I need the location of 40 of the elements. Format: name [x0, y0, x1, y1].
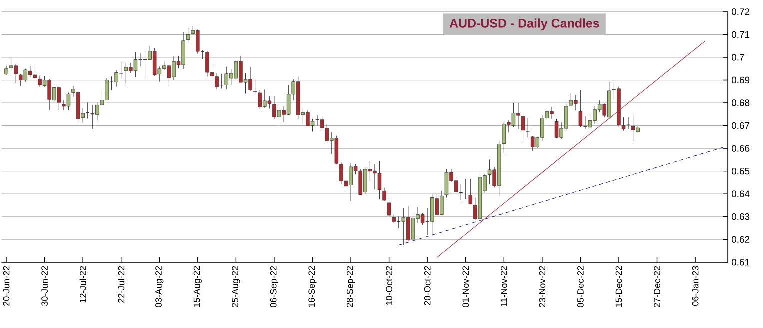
x-tick-label: 20-Jun-22: [3, 266, 10, 306]
y-tick-label: 0.72: [732, 8, 750, 16]
x-tick-label: 23-Nov-22: [539, 266, 546, 308]
x-tick-label: 22-Jul-22: [118, 266, 125, 303]
y-tick-label: 0.65: [732, 168, 750, 175]
x-tick-label: 27-Dec-22: [654, 266, 660, 308]
candlestick: [4, 66, 8, 76]
y-tick-label: 0.61: [732, 258, 750, 266]
candlestick: [521, 114, 526, 140]
x-tick-label: 25-Aug-22: [232, 266, 240, 308]
x-tick-label: 20-Oct-22: [424, 266, 431, 306]
y-tick-label: 0.63: [732, 213, 750, 220]
x-tick-label: 06-Jan-23: [692, 266, 699, 306]
candlestick: [387, 199, 392, 217]
x-tick-label: 30-Jun-22: [42, 266, 48, 306]
x-tick-label: 05-Dec-22: [578, 266, 584, 308]
candlestick: [382, 187, 386, 202]
x-tick-label: 06-Sep-22: [270, 266, 279, 308]
text: AUD-USD - Daily Candles: [450, 18, 600, 30]
y-tick-label: 0.64: [732, 190, 750, 198]
x-tick-label: 15-Aug-22: [194, 266, 202, 308]
x-tick-label: 28-Sep-22: [346, 266, 356, 308]
y-tick-label: 0.67: [732, 122, 750, 130]
x-tick-label: 12-Jul-22: [80, 266, 86, 303]
x-tick-label: 16-Sep-22: [308, 266, 317, 308]
x-tick-label: 15-Dec-22: [616, 266, 622, 308]
y-tick-label: 0.7: [732, 54, 744, 61]
y-tick-label: 0.62: [732, 236, 750, 243]
y-tick-label: 0.66: [732, 145, 750, 152]
candlestick: [622, 117, 626, 131]
x-tick-label: 11-Nov-22: [500, 266, 508, 306]
x-tick-label: 10-Oct-22: [386, 266, 392, 306]
y-tick-label: 0.71: [732, 31, 750, 38]
y-tick-label: 0.68: [732, 100, 750, 106]
x-tick-label: 03-Aug-22: [156, 266, 164, 308]
y-tick-label: 0.69: [732, 76, 750, 84]
candlestick: [186, 28, 190, 44]
candlestick: [526, 118, 530, 138]
x-tick-label: 01-Nov-22: [462, 266, 470, 308]
candlestick: [578, 90, 583, 128]
